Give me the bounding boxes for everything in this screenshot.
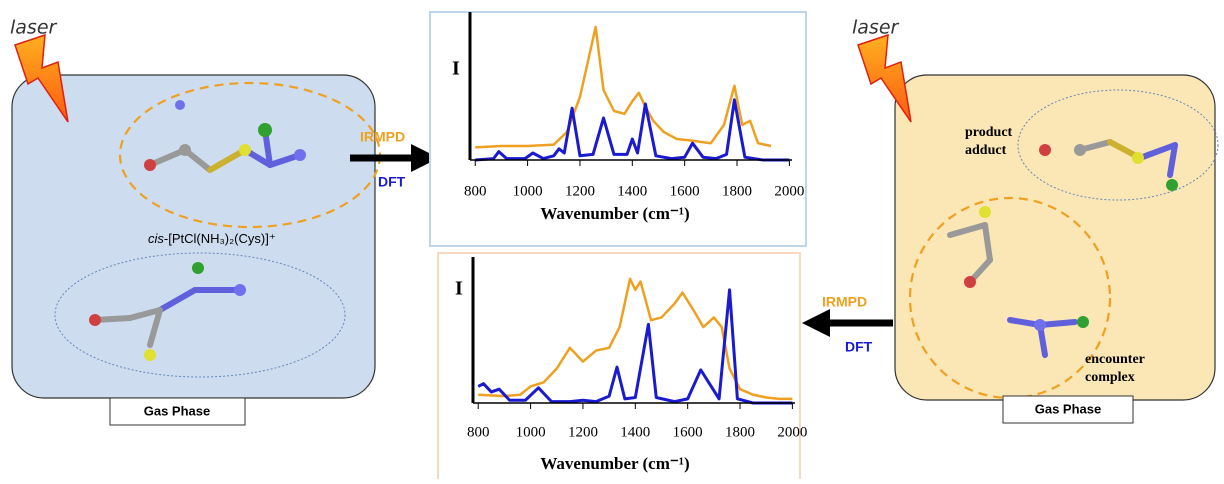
phase-box	[109, 397, 246, 426]
irmpd-label: IRMPD	[360, 129, 405, 145]
x-tick-label: 1200	[565, 183, 595, 199]
molecule	[144, 100, 306, 173]
product-label: adduct	[965, 143, 1007, 158]
laser-bolt	[857, 33, 912, 123]
x-tick-label: 1800	[722, 183, 752, 199]
x-axis-label: Wavenumber (cm⁻¹)	[540, 454, 689, 473]
x-tick-label: 1000	[513, 183, 543, 199]
phase-box	[1002, 395, 1134, 424]
chart-frame	[437, 252, 801, 484]
molecule	[1039, 139, 1178, 191]
encounter-label: complex	[1085, 370, 1135, 385]
encounter-label: encounter	[1085, 352, 1145, 367]
phase-label: Gas Phase	[1035, 401, 1102, 416]
y-axis-label: I	[455, 278, 463, 300]
x-tick-label: 1000	[516, 424, 546, 440]
product-label: product	[965, 125, 1013, 140]
spectrum-line	[477, 288, 793, 405]
laser-bolt	[14, 33, 69, 123]
laser-label: laser	[10, 17, 58, 39]
molecule-ellipse	[1017, 89, 1219, 201]
molecule-ellipse	[54, 252, 346, 378]
x-tick-label: 800	[467, 424, 490, 440]
right-panel	[894, 74, 1216, 401]
x-tick-label: 1800	[725, 424, 755, 440]
phase-label: Gas Phase	[144, 403, 211, 418]
x-tick-label: 800	[464, 183, 487, 199]
x-tick-label: 1400	[617, 183, 647, 199]
dft-label: DFT	[845, 339, 873, 355]
x-tick-label: 1400	[620, 424, 650, 440]
molecule-label-prefix: cis	[148, 231, 164, 246]
laser-label: laser	[852, 17, 900, 39]
spectrum-line	[475, 98, 790, 162]
molecule	[89, 262, 246, 361]
x-tick-label: 2000	[774, 183, 804, 199]
chart-frame	[429, 11, 807, 247]
molecule	[947, 206, 1089, 358]
x-tick-label: 1200	[568, 424, 598, 440]
molecule-label: cis-[PtCl(NH₃)₂(Cys)]⁺	[148, 231, 276, 246]
molecule-label-formula: -[PtCl(NH₃)₂(Cys)]⁺	[164, 231, 276, 246]
x-tick-label: 1600	[673, 424, 703, 440]
x-tick-label: 2000	[777, 424, 807, 440]
x-tick-label: 1600	[670, 183, 700, 199]
irmpd-label: IRMPD	[822, 294, 867, 310]
x-axis-label: Wavenumber (cm⁻¹)	[540, 204, 689, 223]
dft-label: DFT	[378, 174, 406, 190]
y-axis-label: I	[452, 58, 460, 80]
